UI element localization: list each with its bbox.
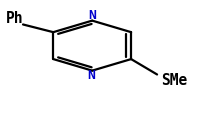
Text: SMe: SMe [161, 73, 187, 88]
Text: N: N [88, 9, 96, 22]
Text: N: N [87, 69, 95, 82]
Text: Ph: Ph [6, 11, 23, 26]
